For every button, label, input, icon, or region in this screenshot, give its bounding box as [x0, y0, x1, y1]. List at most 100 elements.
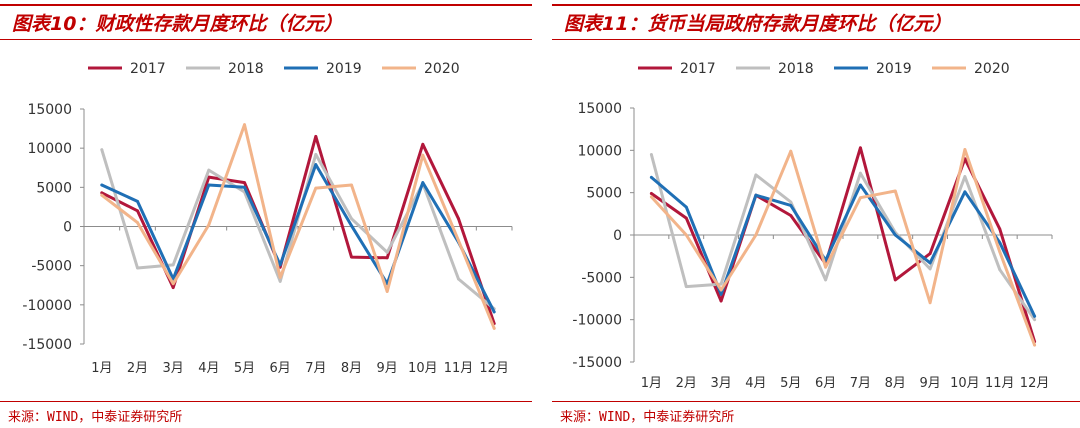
data-point [719, 282, 723, 286]
y-tick-label: 10000 [577, 143, 622, 159]
chart-title: 图表11：货币当局政府存款月度环比（亿元） [564, 13, 952, 35]
legend-item-2019: 2019 [284, 61, 362, 77]
data-point [824, 278, 827, 282]
data-point [893, 278, 897, 282]
x-tick-label: 1月 [641, 376, 662, 391]
data-point [350, 224, 353, 228]
y-tick-label: 15000 [577, 101, 622, 117]
data-point [136, 209, 139, 213]
data-point [684, 205, 688, 209]
y-tick-label: 0 [613, 228, 622, 244]
line-chart: 2017 2018 2019 2020 15000 10000 5000 0 -5000 -100… [572, 61, 1053, 391]
series-line-2017 [649, 146, 1037, 344]
data-point [171, 286, 175, 289]
data-point [684, 216, 688, 220]
data-point [789, 214, 793, 217]
y-tick-label: 5000 [36, 180, 72, 196]
x-tick-label: 2月 [676, 376, 697, 391]
data-point [859, 183, 862, 187]
data-point [928, 267, 932, 271]
data-point [650, 195, 653, 199]
series-line-2019 [100, 163, 496, 314]
data-point [998, 241, 1002, 245]
data-point [278, 279, 282, 283]
y-tick-label: 10000 [27, 141, 72, 157]
top-rule [552, 4, 1080, 6]
data-point [928, 301, 932, 305]
top-rule [0, 4, 532, 6]
x-tick-label: 5月 [234, 361, 255, 376]
data-point [754, 233, 758, 237]
x-tick-label: 3月 [163, 361, 184, 376]
data-point [243, 123, 246, 127]
legend-item-2018: 2018 [736, 61, 814, 77]
data-point [789, 149, 793, 153]
data-point [100, 148, 104, 152]
chart-panel-left: 图表10：财政性存款月度环比（亿元） 2017 2018 2019 2020 15000… [0, 0, 532, 428]
data-point [421, 142, 425, 146]
legend-item-2017: 2017 [88, 61, 166, 77]
data-point [684, 233, 688, 237]
legend-item-2020: 2020 [382, 61, 460, 77]
legend-label: 2020 [424, 61, 460, 77]
data-point [719, 299, 723, 303]
y-tick-label: -15000 [572, 355, 622, 371]
source-note: 来源：WIND，中泰证券研究所 [8, 410, 183, 425]
data-point [207, 183, 211, 187]
data-point [650, 176, 653, 179]
data-point [100, 191, 104, 195]
legend-item-2017: 2017 [638, 61, 716, 77]
series-line-2020 [100, 123, 496, 330]
data-point [859, 146, 862, 150]
data-point [684, 285, 688, 289]
x-tick-label: 9月 [377, 361, 398, 376]
data-point [314, 186, 318, 190]
data-point [278, 276, 282, 279]
footer-rule [0, 401, 532, 402]
x-tick-label: 3月 [710, 376, 731, 391]
data-point [385, 290, 389, 293]
data-point [350, 217, 353, 221]
x-tick-label: 12月 [1020, 376, 1050, 391]
series-line-2018 [649, 153, 1037, 322]
legend-label: 2017 [680, 61, 716, 77]
legend-label: 2018 [228, 61, 264, 77]
data-point [928, 261, 932, 265]
title-rule [0, 39, 532, 40]
title-rule [552, 39, 1080, 40]
data-point [207, 175, 211, 179]
data-point [1033, 318, 1036, 322]
data-point [893, 233, 897, 237]
data-point [421, 181, 425, 185]
y-tick-label: 0 [63, 220, 72, 236]
series-2019 [649, 175, 1037, 318]
data-point [457, 217, 460, 221]
legend-item-2019: 2019 [834, 61, 912, 77]
data-point [136, 266, 139, 270]
data-point [789, 200, 793, 204]
data-point [171, 263, 175, 267]
y-tick-label: -5000 [581, 270, 622, 286]
data-point [928, 252, 932, 256]
y-tick-label: -10000 [572, 313, 622, 329]
data-point [243, 185, 246, 189]
data-point [314, 135, 318, 138]
x-tick-label: 10月 [950, 376, 980, 391]
series-2018 [649, 153, 1037, 322]
data-point [1033, 343, 1036, 347]
x-tick-label: 4月 [745, 376, 766, 391]
data-point [998, 250, 1002, 254]
data-point [350, 255, 353, 259]
data-point [754, 173, 758, 177]
data-point [314, 163, 318, 167]
y-tick-label: -15000 [22, 337, 72, 353]
x-tick-label: 10月 [408, 361, 438, 376]
data-point [963, 190, 967, 194]
x-tick-label: 4月 [198, 361, 219, 376]
x-tick-label: 1月 [91, 361, 112, 376]
data-point [207, 223, 211, 227]
data-point [457, 239, 460, 243]
data-point [754, 193, 758, 197]
data-point [100, 193, 104, 197]
data-point [893, 189, 897, 193]
